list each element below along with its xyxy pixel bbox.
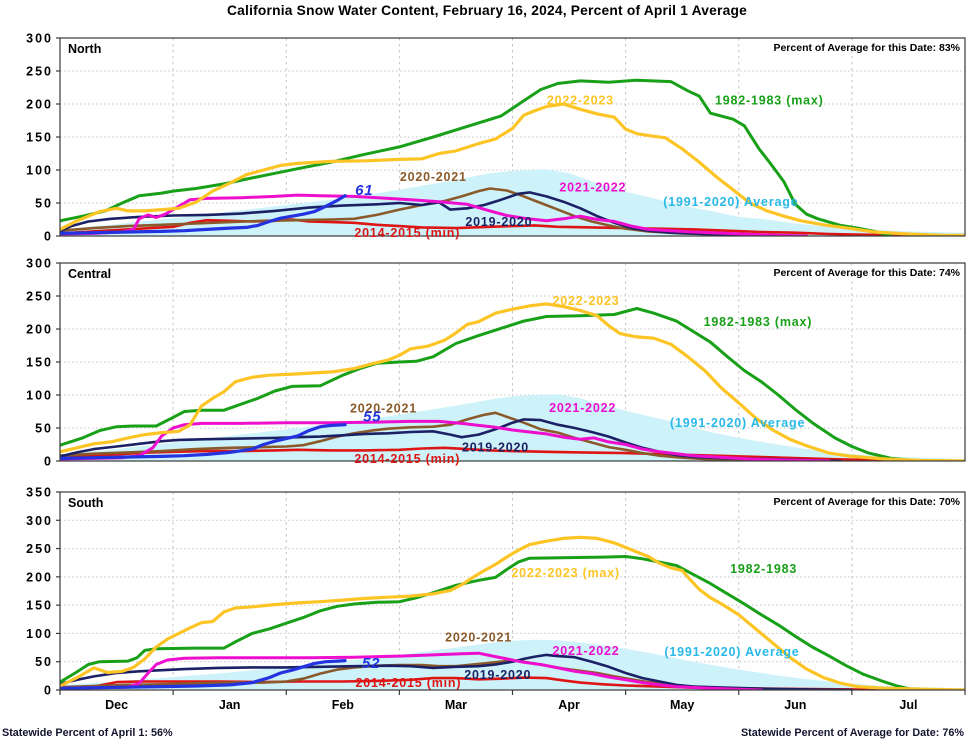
- y-tick-label: 300: [26, 32, 53, 46]
- y-tick-label: 200: [26, 323, 53, 337]
- series-area--1991-2020-average-south: [60, 639, 965, 690]
- y-tick-label: 350: [26, 486, 53, 500]
- y-tick-label: 150: [26, 599, 53, 613]
- month-label-jul: Jul: [899, 698, 917, 712]
- y-tick-label: 150: [26, 356, 53, 370]
- pct-of-average-label-south: Percent of Average for this Date: 70%: [773, 496, 960, 508]
- y-tick-label: 100: [26, 627, 53, 641]
- series-line-current-year-south: [60, 658, 347, 690]
- series-line-current-year-north: [60, 194, 347, 235]
- y-tick-label: 100: [26, 164, 53, 178]
- y-tick-label: 250: [26, 290, 53, 304]
- y-tick-label: 300: [26, 514, 53, 528]
- panel-south: 0 50 100 150 200 250 300 350 South Percent of Ave…: [26, 486, 966, 712]
- annotation-2020-2021-north: 2020-2021: [400, 170, 467, 184]
- series-line-1982-1983-max--north: [60, 78, 893, 236]
- pct-of-average-label-north: Percent of Average for this Date: 83%: [773, 42, 960, 54]
- annotation-2020-2021-central: 2020-2021: [350, 402, 417, 416]
- month-label-jan: Jan: [219, 698, 241, 712]
- y-tick-label: 250: [26, 65, 53, 79]
- y-tick-label: 100: [26, 389, 53, 403]
- y-tick-label: 300: [26, 257, 53, 271]
- annotation-2022-2023-north: 2022-2023: [547, 94, 614, 108]
- month-label-jun: Jun: [784, 698, 806, 712]
- series-line-2022-2023-max--south: [60, 535, 965, 690]
- annotation-2014-2015-min--north: 2014-2015 (min): [354, 226, 460, 240]
- series-line-2022-2023-north: [60, 102, 965, 236]
- series-line-2019-2020-north: [60, 191, 808, 236]
- series-line-2020-2021-north: [60, 187, 775, 236]
- month-label-apr: Apr: [558, 698, 580, 712]
- annotation-2014-2015-min--south: 2014-2015 (min): [356, 676, 462, 690]
- annotation--1991-2020-average-south: (1991-2020) Average: [664, 645, 799, 659]
- panel-central: 0 50 100 150 200 250 300 Central Percent of Aver…: [26, 257, 966, 469]
- region-label-south: South: [68, 496, 103, 510]
- y-tick-label: 150: [26, 131, 53, 145]
- series-line-2021-2022-south: [60, 651, 763, 690]
- annotation-1982-1983-south: 1982-1983: [730, 562, 797, 576]
- series-line-2022-2023-central: [60, 302, 965, 461]
- y-tick-label: 50: [35, 422, 53, 436]
- annotation-55-central: 55: [363, 409, 381, 426]
- annotation--1991-2020-average-central: (1991-2020) Average: [670, 416, 805, 430]
- annotation-2020-2021-south: 2020-2021: [445, 630, 512, 644]
- y-tick-label: 250: [26, 542, 53, 556]
- annotation-2022-2023-central: 2022-2023: [553, 294, 620, 308]
- series-line-2019-2020-south: [60, 653, 854, 690]
- region-label-north: North: [68, 42, 101, 56]
- series-line-2021-2022-north: [60, 193, 809, 236]
- region-label-central: Central: [68, 267, 111, 281]
- month-label-dec: Dec: [105, 698, 128, 712]
- y-tick-label: 200: [26, 98, 53, 112]
- series-area--1991-2020-average-central: [60, 394, 965, 461]
- y-tick-label: 50: [35, 197, 53, 211]
- y-tick-label: 0: [44, 455, 53, 469]
- annotation-2019-2020-south: 2019-2020: [464, 668, 531, 682]
- annotation-2014-2015-min--central: 2014-2015 (min): [354, 452, 460, 466]
- annotation-1982-1983-max--central: 1982-1983 (max): [704, 315, 813, 329]
- statewide-average-percent: Statewide Percent of Average for Date: 7…: [740, 727, 964, 739]
- y-tick-label: 0: [44, 684, 53, 698]
- month-label-may: May: [670, 698, 694, 712]
- annotation-61-north: 61: [355, 182, 373, 199]
- annotation-2021-2022-north: 2021-2022: [559, 181, 626, 195]
- annotation-2022-2023-max--south: 2022-2023 (max): [511, 566, 620, 580]
- annotation--1991-2020-average-north: (1991-2020) Average: [663, 195, 798, 209]
- series-line-1982-1983-max--central: [60, 307, 922, 461]
- annotation-2019-2020-north: 2019-2020: [465, 215, 532, 229]
- annotation-2021-2022-south: 2021-2022: [553, 644, 620, 658]
- y-tick-label: 0: [44, 230, 53, 244]
- series-line-current-year-central: [60, 423, 347, 460]
- month-label-feb: Feb: [332, 698, 355, 712]
- series-line-1982-1983-south: [60, 555, 916, 690]
- panel-north: 0 50 100 150 200 250 300 North Percent of Averag…: [26, 32, 966, 244]
- month-label-mar: Mar: [445, 698, 467, 712]
- annotation-1982-1983-max--north: 1982-1983 (max): [715, 94, 824, 108]
- annotation-52-south: 52: [362, 655, 380, 672]
- chart-title: California Snow Water Content, February …: [227, 3, 747, 18]
- series-line-2020-2021-central: [60, 411, 763, 461]
- statewide-april1-percent: Statewide Percent of April 1: 56%: [2, 727, 173, 739]
- annotation-2021-2022-central: 2021-2022: [549, 401, 616, 415]
- annotation-2019-2020-central: 2019-2020: [462, 441, 529, 455]
- pct-of-average-label-central: Percent of Average for this Date: 74%: [773, 267, 960, 279]
- y-tick-label: 50: [35, 655, 53, 669]
- y-tick-label: 200: [26, 570, 53, 584]
